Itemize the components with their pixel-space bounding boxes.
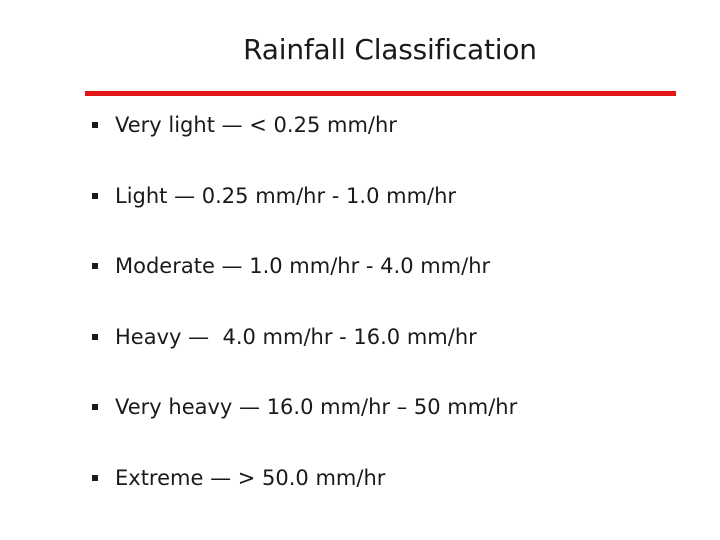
square-bullet-icon: [92, 404, 98, 410]
square-bullet-icon: [92, 263, 98, 269]
bullet-text: Very light — < 0.25 mm/hr: [115, 113, 397, 137]
bullet-text: Moderate — 1.0 mm/hr - 4.0 mm/hr: [115, 254, 491, 278]
square-bullet-icon: [92, 475, 98, 481]
list-item: Moderate — 1.0 mm/hr - 4.0 mm/hr: [92, 249, 490, 283]
title-divider: [85, 91, 676, 96]
square-bullet-icon: [92, 122, 98, 128]
list-item: Light — 0.25 mm/hr - 1.0 mm/hr: [92, 179, 456, 213]
square-bullet-icon: [92, 334, 98, 340]
square-bullet-icon: [92, 193, 98, 199]
list-item: Very light — < 0.25 mm/hr: [92, 108, 397, 142]
bullet-text: Light — 0.25 mm/hr - 1.0 mm/hr: [115, 184, 457, 208]
list-item: Very heavy — 16.0 mm/hr – 50 mm/hr: [92, 390, 517, 424]
slide-title: Rainfall Classification: [243, 33, 537, 66]
bullet-text: Very heavy — 16.0 mm/hr – 50 mm/hr: [115, 395, 518, 419]
bullet-text: Heavy — 4.0 mm/hr - 16.0 mm/hr: [115, 325, 477, 349]
list-item: Heavy — 4.0 mm/hr - 16.0 mm/hr: [92, 320, 477, 354]
bullet-text: Extreme — > 50.0 mm/hr: [115, 466, 386, 490]
list-item: Extreme — > 50.0 mm/hr: [92, 461, 385, 495]
